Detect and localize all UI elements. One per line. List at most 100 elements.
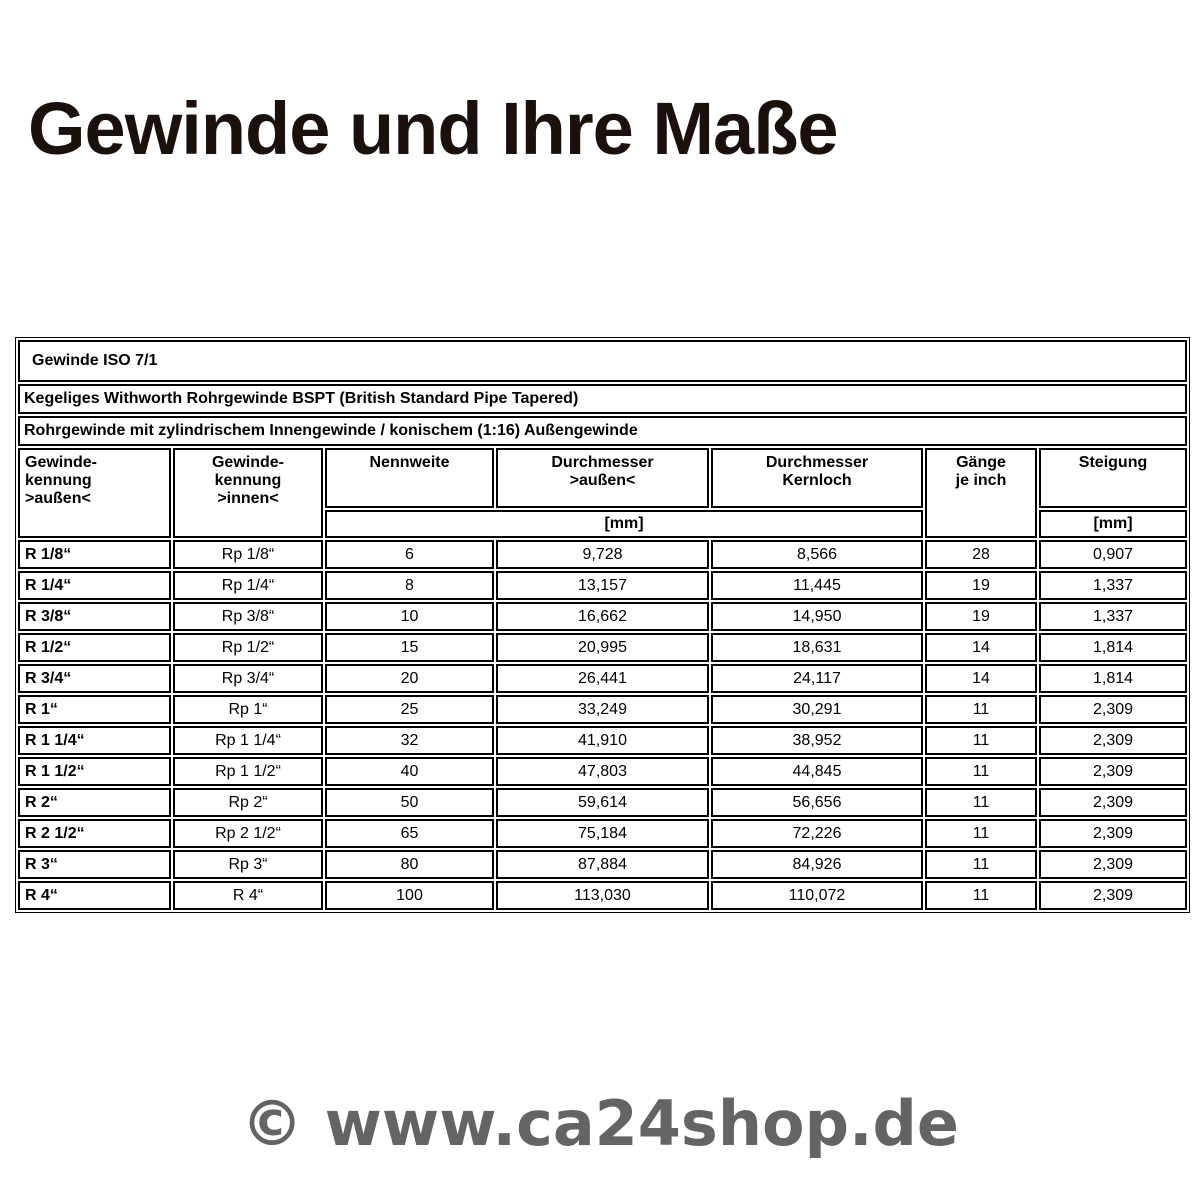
cell-gaenge-je-inch: 28: [925, 540, 1037, 569]
cell-durchmesser-kernloch: 72,226: [711, 819, 923, 848]
header-row-main: Gewinde- kennung >außen< Gewinde- kennun…: [18, 448, 1188, 538]
cell-gaenge-je-inch: 11: [925, 695, 1037, 724]
watermark-shop-url: © www.ca24shop.de: [241, 1087, 959, 1160]
header-line: >außen<: [569, 472, 636, 489]
cell-kennung-innen: Rp 1/4“: [173, 571, 323, 600]
cell-kennung-aussen: R 1/4“: [18, 571, 171, 600]
cell-gaenge-je-inch: 14: [925, 664, 1037, 693]
cell-kennung-aussen: R 2 1/2“: [18, 819, 171, 848]
col-header-kennung-aussen: Gewinde- kennung >außen<: [18, 448, 171, 538]
cell-durchmesser-aussen: 41,910: [496, 726, 709, 755]
cell-durchmesser-kernloch: 30,291: [711, 695, 923, 724]
cell-durchmesser-kernloch: 11,445: [711, 571, 923, 600]
cell-nennweite: 100: [325, 881, 494, 910]
col-header-steigung: Steigung: [1039, 448, 1188, 508]
cell-steigung: 2,309: [1039, 819, 1188, 848]
cell-kennung-aussen: R 2“: [18, 788, 171, 817]
cell-kennung-innen: Rp 3/8“: [173, 602, 323, 631]
cell-steigung: 2,309: [1039, 695, 1188, 724]
col-header-gaenge-je-inch: Gänge je inch: [925, 448, 1037, 538]
col-header-kennung-innen: Gewinde- kennung >innen<: [173, 448, 323, 538]
unit-mm-span: [mm]: [325, 510, 923, 538]
cell-nennweite: 6: [325, 540, 494, 569]
cell-gaenge-je-inch: 11: [925, 757, 1037, 786]
cell-gaenge-je-inch: 11: [925, 726, 1037, 755]
cell-durchmesser-aussen: 20,995: [496, 633, 709, 662]
cell-kennung-aussen: R 1 1/2“: [18, 757, 171, 786]
cell-kennung-aussen: R 4“: [18, 881, 171, 910]
header-line: Durchmesser: [765, 454, 869, 471]
cell-kennung-aussen: R 1/2“: [18, 633, 171, 662]
header-line: kennung: [25, 472, 92, 489]
cell-steigung: 2,309: [1039, 788, 1188, 817]
unit-mm-steigung: [mm]: [1039, 510, 1188, 538]
cell-durchmesser-aussen: 33,249: [496, 695, 709, 724]
cell-steigung: 2,309: [1039, 850, 1188, 879]
thread-table-body: R 1/8“ Rp 1/8“ 6 9,728 8,566 28 0,907 R 1/4“ Rp …: [18, 540, 1188, 910]
cell-kennung-innen: Rp 2 1/2“: [173, 819, 323, 848]
cell-kennung-innen: Rp 1 1/2“: [173, 757, 323, 786]
table-row: R 1 1/4“ Rp 1 1/4“ 32 41,910 38,952 11 2,309: [18, 726, 1188, 755]
cell-steigung: 2,309: [1039, 881, 1188, 910]
header-line: Kernloch: [782, 472, 852, 489]
header-row-units: [mm] [mm]: [18, 510, 1188, 538]
cell-kennung-innen: Rp 1/2“: [173, 633, 323, 662]
cell-nennweite: 25: [325, 695, 494, 724]
cell-gaenge-je-inch: 14: [925, 633, 1037, 662]
table-row: R 1 1/2“ Rp 1 1/2“ 40 47,803 44,845 11 2,309: [18, 757, 1188, 786]
header-line: Gewinde-: [25, 454, 98, 471]
cell-kennung-aussen: R 3/4“: [18, 664, 171, 693]
cell-steigung: 1,337: [1039, 602, 1188, 631]
cell-kennung-innen: R 4“: [173, 881, 323, 910]
cell-durchmesser-kernloch: 56,656: [711, 788, 923, 817]
cell-durchmesser-aussen: 16,662: [496, 602, 709, 631]
header-line: Gänge: [956, 454, 1006, 471]
cell-durchmesser-aussen: 59,614: [496, 788, 709, 817]
table-row: R 4“ R 4“ 100 113,030 110,072 11 2,309: [18, 881, 1188, 910]
cell-durchmesser-aussen: 87,884: [496, 850, 709, 879]
banner-row-rohrgewinde: Rohrgewinde mit zylindrischem Innengewin…: [18, 416, 1188, 446]
cell-kennung-aussen: R 1“: [18, 695, 171, 724]
cell-durchmesser-aussen: 13,157: [496, 571, 709, 600]
table-row: R 2“ Rp 2“ 50 59,614 56,656 11 2,309: [18, 788, 1188, 817]
table-row: R 3/4“ Rp 3/4“ 20 26,441 24,117 14 1,814: [18, 664, 1188, 693]
col-header-durchmesser-kernloch: Durchmesser Kernloch: [711, 448, 923, 508]
cell-durchmesser-aussen: 113,030: [496, 881, 709, 910]
cell-durchmesser-kernloch: 84,926: [711, 850, 923, 879]
cell-nennweite: 50: [325, 788, 494, 817]
thread-dimensions-table: Gewinde ISO 7/1 Kegeliges Withworth Rohr…: [15, 337, 1191, 913]
cell-kennung-aussen: R 3/8“: [18, 602, 171, 631]
cell-nennweite: 15: [325, 633, 494, 662]
cell-durchmesser-aussen: 47,803: [496, 757, 709, 786]
table-row: R 1/2“ Rp 1/2“ 15 20,995 18,631 14 1,814: [18, 633, 1188, 662]
cell-nennweite: 8: [325, 571, 494, 600]
cell-durchmesser-kernloch: 18,631: [711, 633, 923, 662]
cell-steigung: 1,814: [1039, 633, 1188, 662]
col-header-durchmesser-aussen: Durchmesser >außen<: [496, 448, 709, 508]
header-line: >innen<: [217, 490, 279, 507]
banner-row-bspt: Kegeliges Withworth Rohrgewinde BSPT (Br…: [18, 384, 1188, 414]
cell-nennweite: 32: [325, 726, 494, 755]
cell-durchmesser-kernloch: 44,845: [711, 757, 923, 786]
cell-steigung: 1,337: [1039, 571, 1188, 600]
col-header-nennweite: Nennweite: [325, 448, 494, 508]
cell-durchmesser-kernloch: 24,117: [711, 664, 923, 693]
cell-kennung-innen: Rp 3“: [173, 850, 323, 879]
cell-steigung: 1,814: [1039, 664, 1188, 693]
cell-durchmesser-kernloch: 38,952: [711, 726, 923, 755]
cell-nennweite: 65: [325, 819, 494, 848]
cell-durchmesser-aussen: 75,184: [496, 819, 709, 848]
banner-bspt: Kegeliges Withworth Rohrgewinde BSPT (Br…: [18, 384, 1188, 414]
cell-kennung-aussen: R 1/8“: [18, 540, 171, 569]
banner-gewinde-iso: Gewinde ISO 7/1: [18, 340, 1188, 382]
cell-durchmesser-kernloch: 8,566: [711, 540, 923, 569]
header-line: je inch: [955, 472, 1007, 489]
cell-durchmesser-aussen: 26,441: [496, 664, 709, 693]
cell-kennung-innen: Rp 2“: [173, 788, 323, 817]
cell-nennweite: 40: [325, 757, 494, 786]
cell-kennung-innen: Rp 3/4“: [173, 664, 323, 693]
cell-steigung: 0,907: [1039, 540, 1188, 569]
table-row: R 1/4“ Rp 1/4“ 8 13,157 11,445 19 1,337: [18, 571, 1188, 600]
cell-kennung-aussen: R 3“: [18, 850, 171, 879]
cell-steigung: 2,309: [1039, 757, 1188, 786]
